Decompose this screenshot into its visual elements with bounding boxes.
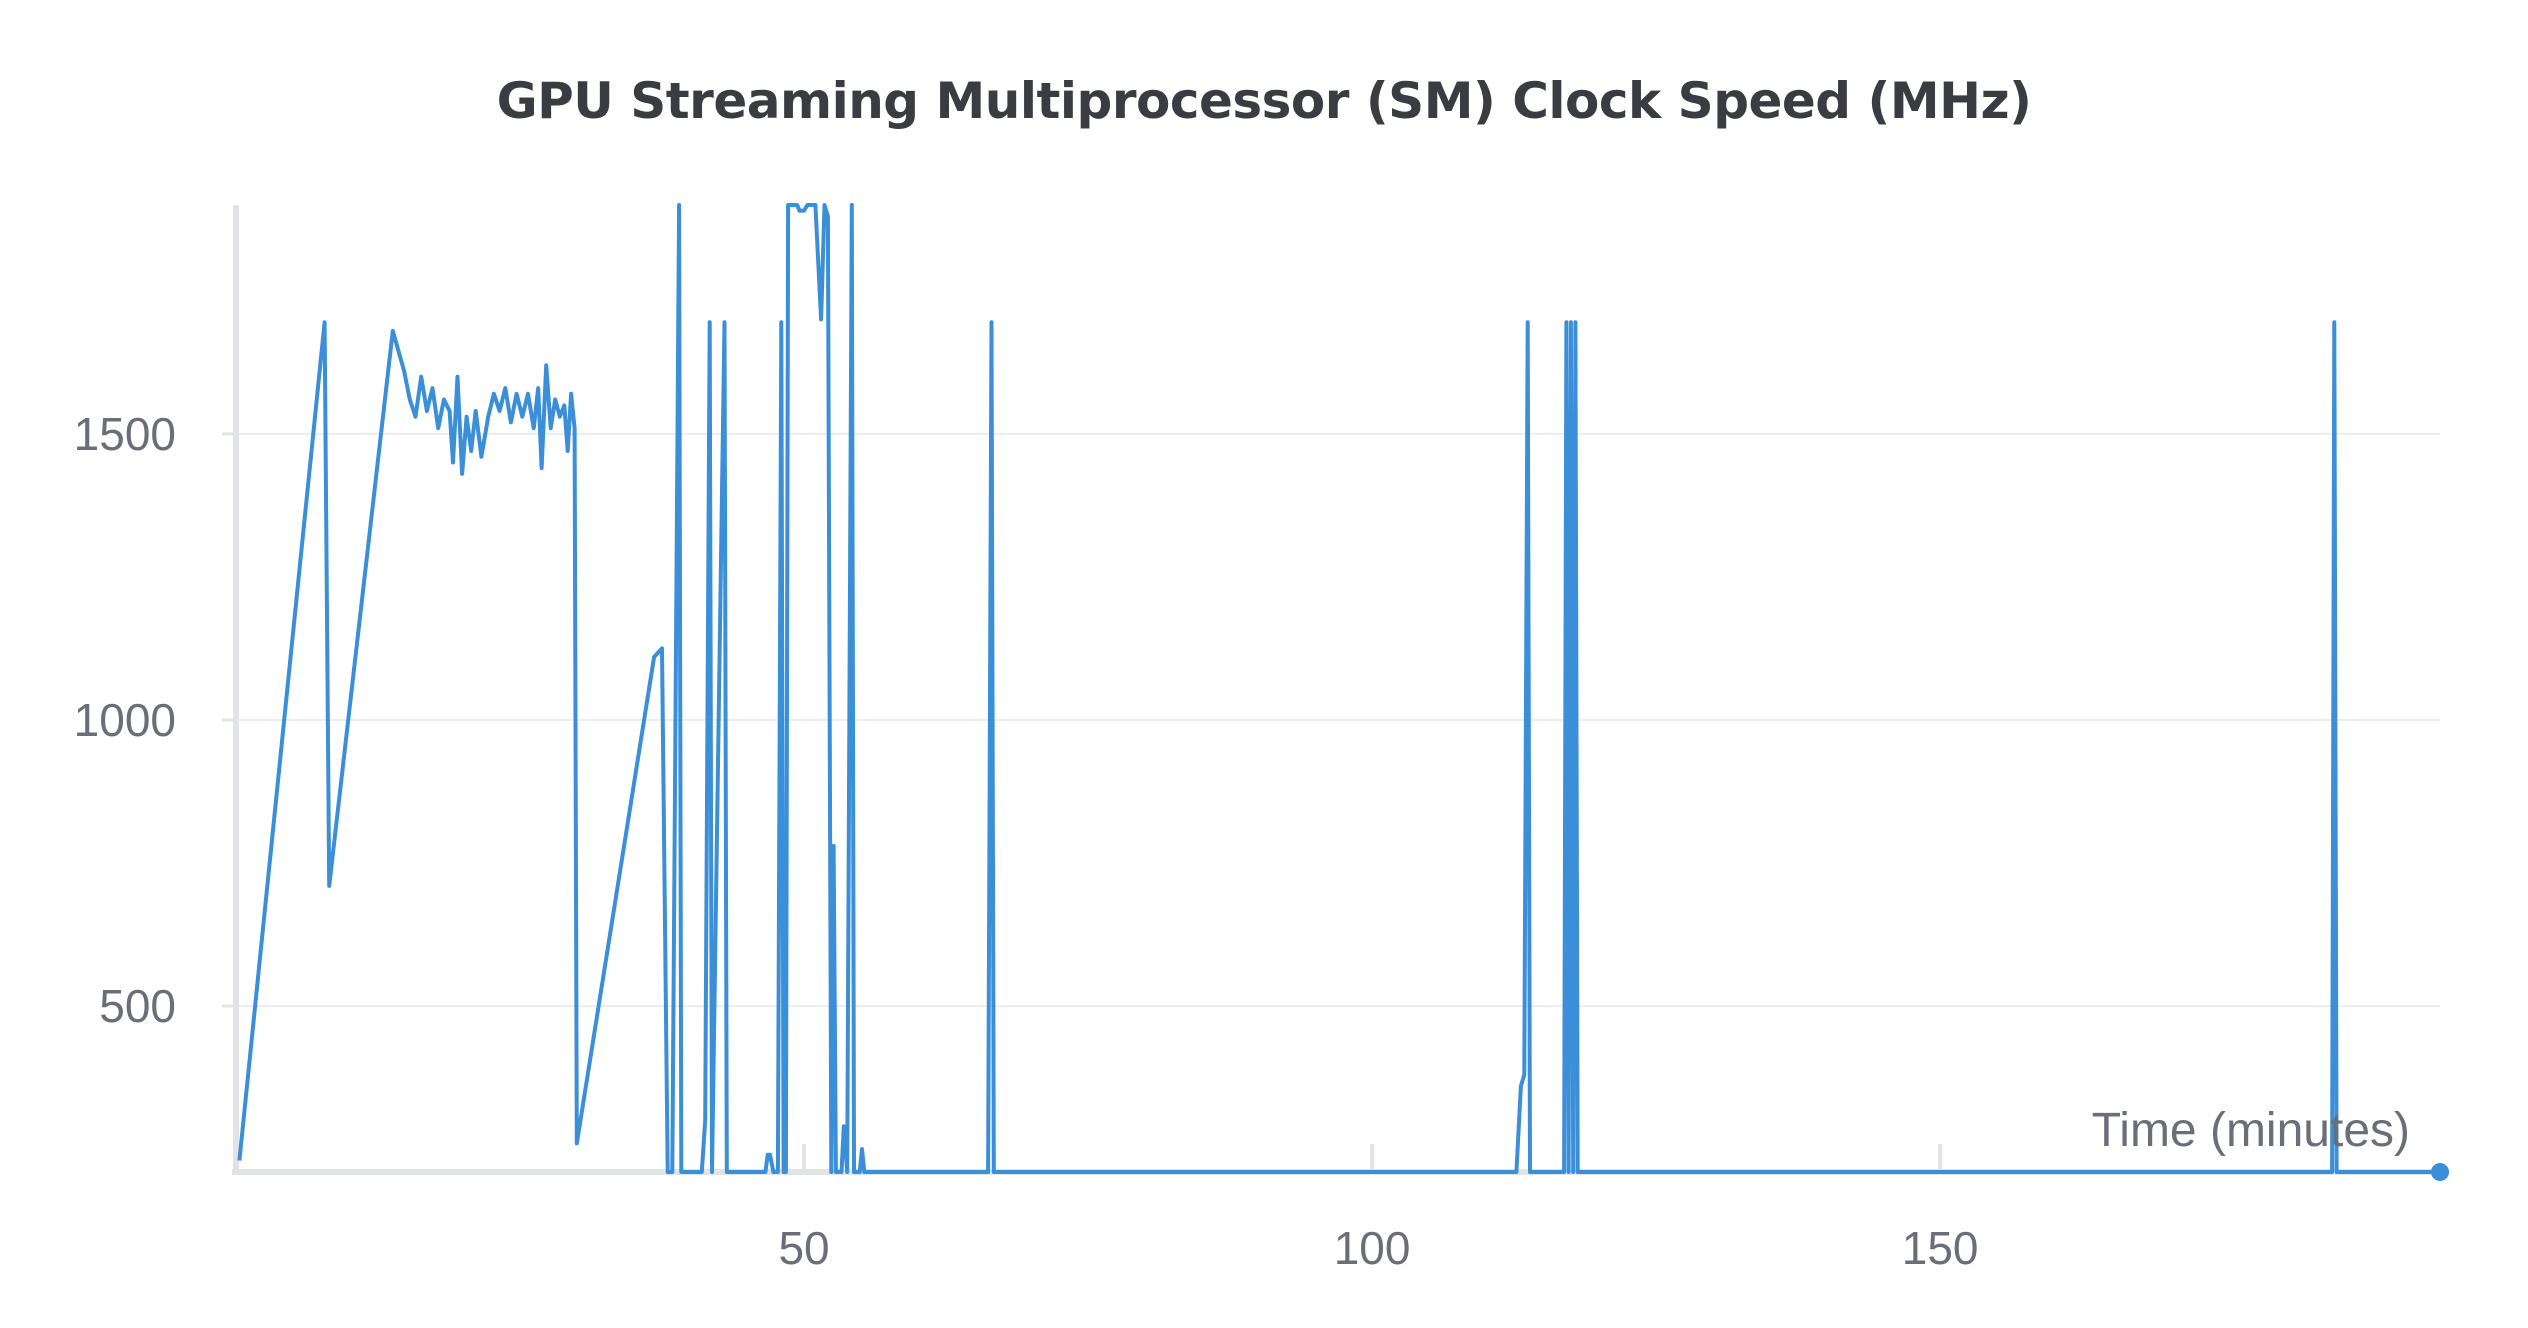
axis-ticks: 500 1000 1500 50 100 150 <box>74 408 1979 1274</box>
y-tick-label: 1500 <box>74 408 176 460</box>
x-tick-label: 100 <box>1334 1222 1411 1274</box>
x-tick-label: 50 <box>778 1222 829 1274</box>
series-line <box>237 203 2438 1174</box>
gridlines <box>236 432 2440 1008</box>
x-tick-label: 150 <box>1902 1222 1979 1274</box>
y-tick-label: 1000 <box>74 694 176 746</box>
chart-title: GPU Streaming Multiprocessor (SM) Clock … <box>496 72 2032 130</box>
x-axis-end-marker <box>2431 1163 2449 1181</box>
x-axis-title: Time (minutes) <box>2092 1104 2410 1157</box>
y-tick-label: 500 <box>99 980 176 1032</box>
